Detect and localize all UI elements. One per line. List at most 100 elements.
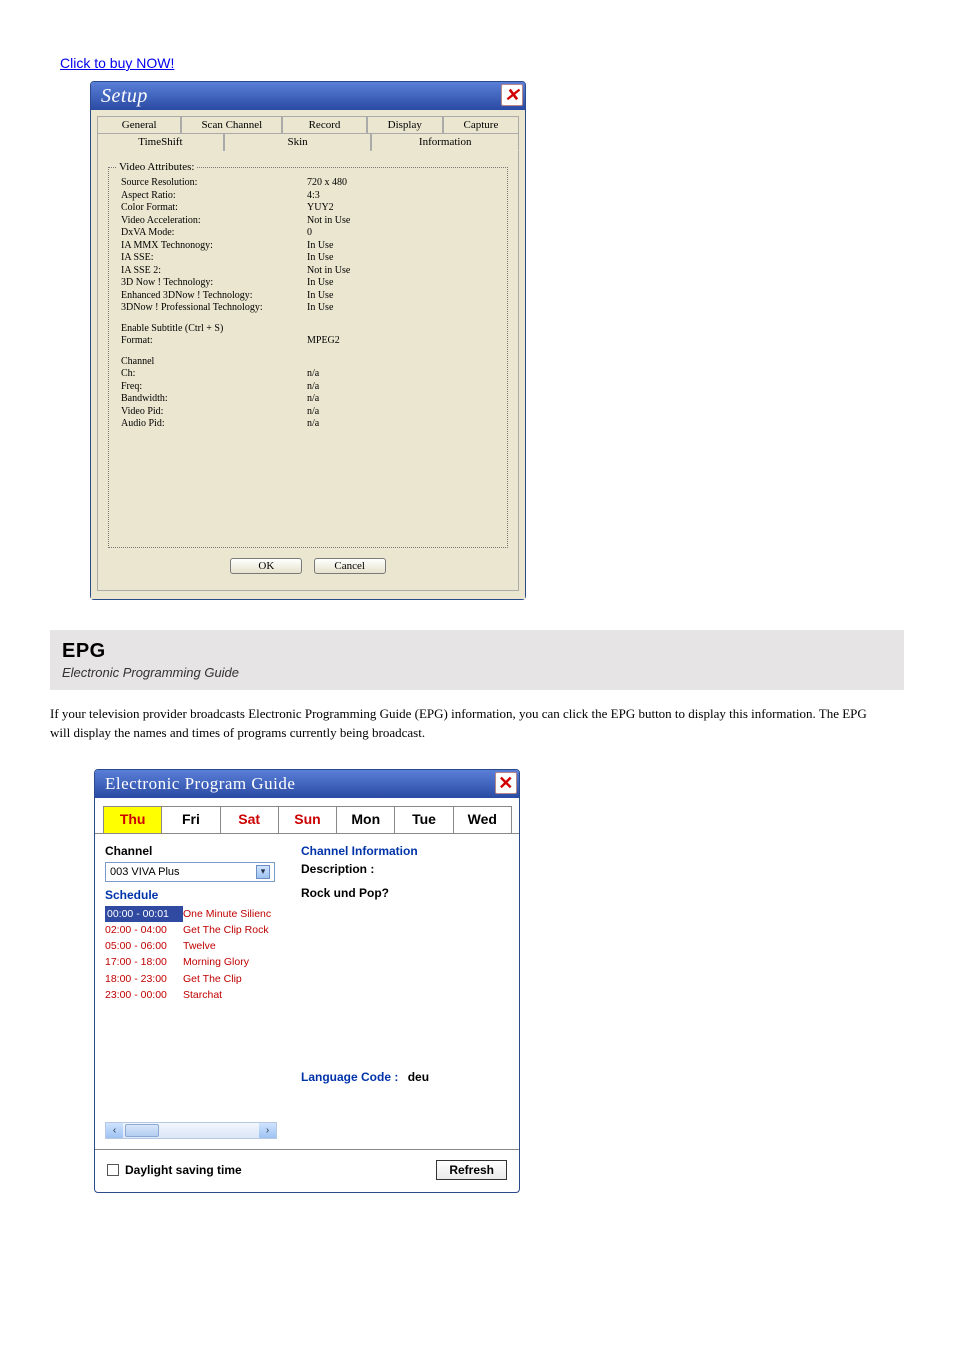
info-value: MPEG2 bbox=[307, 335, 499, 348]
scroll-thumb[interactable] bbox=[125, 1124, 159, 1137]
video-attributes-legend: Video Attributes: bbox=[117, 161, 196, 173]
info-label: 3DNow ! Professional Technology: bbox=[117, 302, 307, 315]
description-label: Description : bbox=[301, 862, 509, 876]
section-paragraph: If your television provider broadcasts E… bbox=[50, 704, 890, 743]
info-label: 3D Now ! Technology: bbox=[117, 277, 307, 290]
info-row: Source Resolution:720 x 480 bbox=[117, 177, 499, 190]
info-value: In Use bbox=[307, 302, 499, 315]
info-label: Freq: bbox=[117, 381, 307, 394]
scroll-left-icon[interactable]: ‹ bbox=[106, 1123, 123, 1138]
schedule-title: Twelve bbox=[183, 938, 277, 954]
epg-tab-wed[interactable]: Wed bbox=[453, 806, 512, 833]
tab-skin[interactable]: Skin bbox=[224, 133, 372, 151]
ok-button[interactable]: OK bbox=[230, 558, 302, 574]
schedule-time: 17:00 - 18:00 bbox=[105, 954, 183, 970]
schedule-title: One Minute Silienc bbox=[183, 906, 277, 922]
schedule-time: 18:00 - 23:00 bbox=[105, 971, 183, 987]
info-row: IA SSE 2:Not in Use bbox=[117, 265, 499, 278]
info-value: In Use bbox=[307, 252, 499, 265]
dst-checkbox[interactable] bbox=[107, 1164, 119, 1176]
channel-info-label: Channel Information bbox=[301, 844, 509, 858]
info-value: 0 bbox=[307, 227, 499, 240]
schedule-scrollbar[interactable]: ‹ › bbox=[105, 1122, 277, 1139]
schedule-row[interactable]: 00:00 - 00:01One Minute Silienc bbox=[105, 906, 277, 922]
schedule-label: Schedule bbox=[105, 888, 291, 902]
schedule-title: Starchat bbox=[183, 987, 277, 1003]
tab-display[interactable]: Display bbox=[367, 116, 443, 133]
tab-timeshift[interactable]: TimeShift bbox=[97, 133, 224, 151]
info-row: Freq:n/a bbox=[117, 381, 499, 394]
setup-titlebar: Setup ✕ bbox=[91, 82, 525, 110]
info-value: In Use bbox=[307, 290, 499, 303]
tab-scanchannel[interactable]: Scan Channel bbox=[181, 116, 282, 133]
top-link[interactable]: Click to buy NOW! bbox=[60, 55, 174, 71]
info-value: n/a bbox=[307, 406, 499, 419]
info-row: Ch:n/a bbox=[117, 368, 499, 381]
scroll-right-icon[interactable]: › bbox=[259, 1123, 276, 1138]
info-value: In Use bbox=[307, 277, 499, 290]
setup-title: Setup bbox=[101, 85, 148, 108]
info-label: Color Format: bbox=[117, 202, 307, 215]
tab-capture[interactable]: Capture bbox=[443, 116, 519, 133]
schedule-title: Morning Glory bbox=[183, 954, 277, 970]
tab-information[interactable]: Information bbox=[371, 133, 519, 151]
info-row: IA MMX Technonogy:In Use bbox=[117, 240, 499, 253]
close-icon[interactable]: ✕ bbox=[495, 772, 517, 794]
info-row: Format:MPEG2 bbox=[117, 335, 499, 348]
info-value: n/a bbox=[307, 393, 499, 406]
info-row: DxVA Mode:0 bbox=[117, 227, 499, 240]
info-label: Audio Pid: bbox=[117, 418, 307, 431]
chevron-down-icon[interactable]: ▾ bbox=[256, 865, 270, 879]
info-row: Audio Pid:n/a bbox=[117, 418, 499, 431]
cancel-button[interactable]: Cancel bbox=[314, 558, 386, 574]
info-label: IA SSE: bbox=[117, 252, 307, 265]
epg-tab-mon[interactable]: Mon bbox=[336, 806, 395, 833]
info-row: Video Acceleration:Not in Use bbox=[117, 215, 499, 228]
tab-record[interactable]: Record bbox=[282, 116, 366, 133]
schedule-row[interactable]: 18:00 - 23:00Get The Clip bbox=[105, 971, 277, 987]
info-value: n/a bbox=[307, 368, 499, 381]
epg-tab-thu[interactable]: Thu bbox=[103, 806, 162, 833]
schedule-row[interactable]: 05:00 - 06:00Twelve bbox=[105, 938, 277, 954]
info-value: 720 x 480 bbox=[307, 177, 499, 190]
info-label: Enable Subtitle (Ctrl + S) bbox=[117, 323, 307, 336]
tab-general[interactable]: General bbox=[97, 116, 181, 133]
info-row: Color Format:YUY2 bbox=[117, 202, 499, 215]
dst-label: Daylight saving time bbox=[125, 1163, 242, 1177]
info-value: Not in Use bbox=[307, 215, 499, 228]
info-label: Video Acceleration: bbox=[117, 215, 307, 228]
epg-tab-sun[interactable]: Sun bbox=[278, 806, 337, 833]
schedule-row[interactable]: 02:00 - 04:00Get The Clip Rock bbox=[105, 922, 277, 938]
channel-legend: Channel bbox=[117, 356, 307, 369]
epg-titlebar: Electronic Program Guide ✕ bbox=[95, 770, 519, 798]
info-value: 4:3 bbox=[307, 190, 499, 203]
epg-tab-fri[interactable]: Fri bbox=[161, 806, 220, 833]
epg-section-heading: EPG Electronic Programming Guide bbox=[50, 630, 904, 690]
epg-tab-sat[interactable]: Sat bbox=[220, 806, 279, 833]
info-row: Enable Subtitle (Ctrl + S) bbox=[117, 323, 499, 336]
info-label: Bandwidth: bbox=[117, 393, 307, 406]
language-code-value: deu bbox=[408, 1070, 429, 1084]
video-attributes-fieldset: Video Attributes: Source Resolution:720 … bbox=[108, 161, 508, 548]
close-icon[interactable]: ✕ bbox=[501, 84, 523, 106]
info-label: IA MMX Technonogy: bbox=[117, 240, 307, 253]
epg-tab-tue[interactable]: Tue bbox=[394, 806, 453, 833]
epg-title: Electronic Program Guide bbox=[105, 774, 295, 794]
info-row: Bandwidth:n/a bbox=[117, 393, 499, 406]
section-title: EPG bbox=[62, 640, 892, 663]
section-subtitle: Electronic Programming Guide bbox=[62, 665, 892, 680]
schedule-title: Get The Clip bbox=[183, 971, 277, 987]
info-row: 3DNow ! Professional Technology:In Use bbox=[117, 302, 499, 315]
info-row: Enhanced 3DNow ! Technology:In Use bbox=[117, 290, 499, 303]
schedule-row[interactable]: 17:00 - 18:00Morning Glory bbox=[105, 954, 277, 970]
refresh-button[interactable]: Refresh bbox=[436, 1160, 507, 1180]
info-label: DxVA Mode: bbox=[117, 227, 307, 240]
info-label: Source Resolution: bbox=[117, 177, 307, 190]
info-label: Enhanced 3DNow ! Technology: bbox=[117, 290, 307, 303]
schedule-time: 00:00 - 00:01 bbox=[105, 906, 183, 922]
info-row: Aspect Ratio:4:3 bbox=[117, 190, 499, 203]
channel-label: Channel bbox=[105, 844, 291, 858]
info-value: YUY2 bbox=[307, 202, 499, 215]
schedule-row[interactable]: 23:00 - 00:00Starchat bbox=[105, 987, 277, 1003]
channel-select[interactable]: 003 VIVA Plus ▾ bbox=[105, 862, 275, 882]
